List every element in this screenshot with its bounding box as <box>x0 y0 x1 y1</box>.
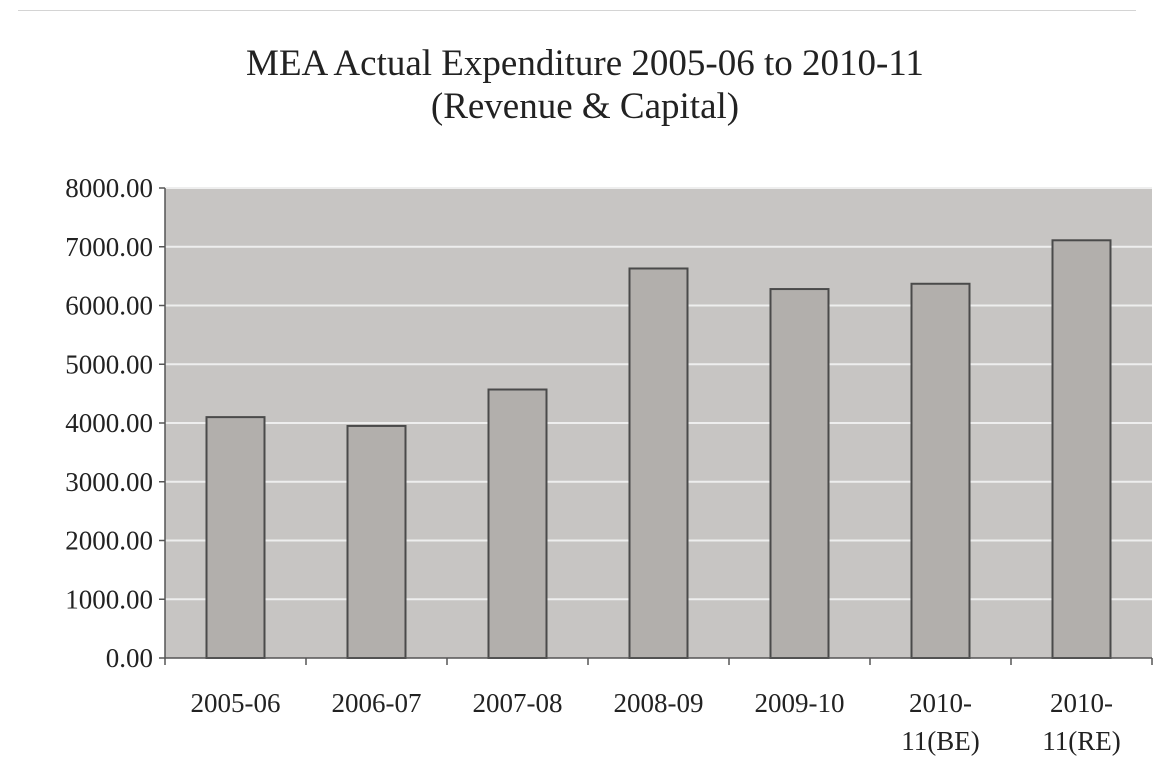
y-tick-label: 4000.00 <box>65 408 153 438</box>
y-tick-label: 3000.00 <box>65 467 153 497</box>
x-category-label: 2008-09 <box>614 688 704 718</box>
y-axis-ticks: 0.00 1000.00 2000.00 3000.00 4000.00 5000.00 6… <box>65 173 153 673</box>
x-category-label: 2010- <box>1050 688 1113 718</box>
y-tick-label: 1000.00 <box>65 584 153 614</box>
x-category-label: 11(RE) <box>1042 726 1120 756</box>
x-category-label: 2010- <box>909 688 972 718</box>
bar-2005-06 <box>205 416 266 659</box>
bar-2006-07 <box>346 424 407 659</box>
y-tick-label: 5000.00 <box>65 349 153 379</box>
axes <box>159 187 1153 665</box>
x-category-label: 2006-07 <box>332 688 422 718</box>
y-tick-label: 2000.00 <box>65 526 153 556</box>
x-category-label: 11(BE) <box>901 726 979 756</box>
x-category-label: 2009-10 <box>755 688 845 718</box>
chart-subtitle: (Revenue & Capital) <box>431 86 739 127</box>
y-tick-label: 7000.00 <box>65 232 153 262</box>
bar-2010-11(RE) <box>1051 239 1112 659</box>
x-category-label: 2005-06 <box>191 688 281 718</box>
chart-title-group: MEA Actual Expenditure 2005-06 to 2010-1… <box>246 43 924 127</box>
top-divider <box>18 10 1136 11</box>
bar-2008-09 <box>628 267 689 659</box>
y-tick-label: 6000.00 <box>65 291 153 321</box>
bar-2007-08 <box>487 388 548 659</box>
x-category-label: 2007-08 <box>473 688 563 718</box>
x-axis-labels: 2005-06 2006-07 2007-08 2008-09 2009-10 2010-… <box>191 688 1121 756</box>
bar-2010-11(BE) <box>910 282 971 659</box>
y-tick-label: 8000.00 <box>65 173 153 203</box>
y-tick-label: 0.00 <box>106 643 153 673</box>
chart-title: MEA Actual Expenditure 2005-06 to 2010-1… <box>246 43 924 84</box>
bars <box>205 239 1112 659</box>
bar-2009-10 <box>769 288 830 659</box>
gridlines <box>165 187 1152 601</box>
